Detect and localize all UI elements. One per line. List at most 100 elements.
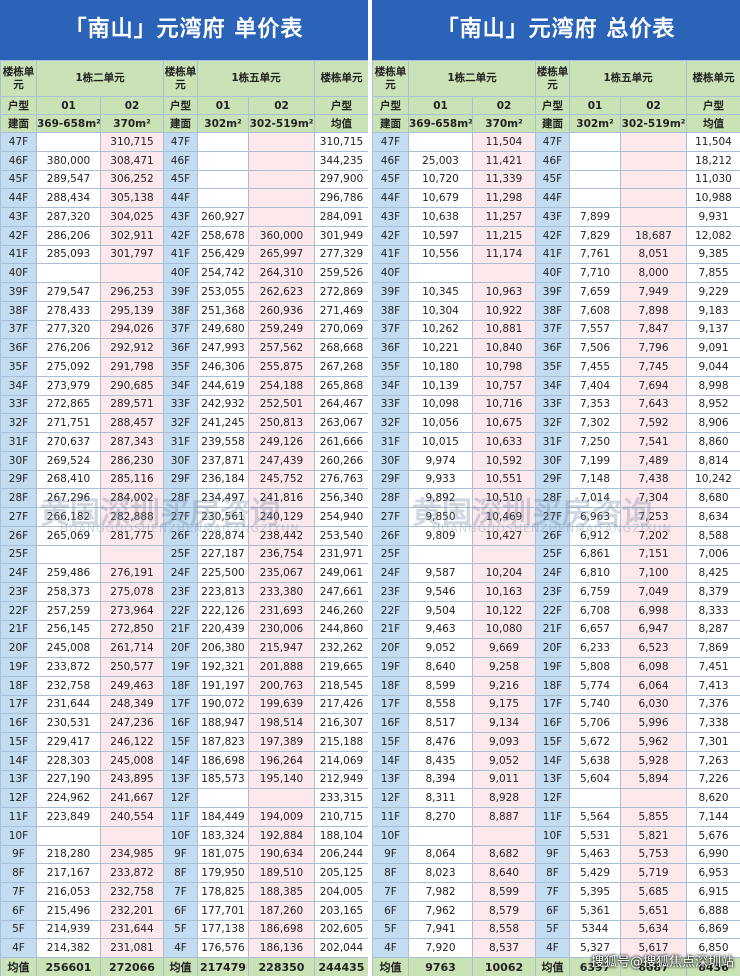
price-cell: 8,537 — [472, 938, 536, 958]
price-cell: 8,640 — [408, 657, 473, 677]
price-cell: 189,510 — [248, 863, 315, 883]
floor-cell: 28F — [535, 488, 570, 508]
mean-cell: 9,229 — [686, 282, 740, 302]
price-cell: 176,576 — [197, 938, 249, 958]
price-cell: 234,497 — [197, 488, 249, 508]
price-cell: 5344 — [569, 919, 621, 940]
mean-cell: 217,426 — [314, 694, 368, 715]
price-cell: 233,380 — [248, 582, 315, 602]
mean-row: 均值 9763 10062 均值 6397 6687 8436 — [372, 957, 740, 976]
mean-cell: 188,104 — [314, 825, 368, 846]
price-cell: 9,892 — [408, 488, 473, 508]
header-cell: 02 — [620, 96, 687, 115]
data-row: 15F 229,417 246,122 15F 187,823 197,389 215,18… — [0, 732, 368, 752]
floor-cell: 44F — [163, 188, 198, 208]
mean-cell: 272,869 — [314, 282, 368, 302]
data-row: 12F 224,962 241,667 12F 233,315 — [0, 788, 368, 808]
floor-cell: 38F — [372, 300, 409, 321]
price-panel: 「南山」元湾府 单价表 楼栋单元 1栋二单元 楼栋单元 1栋五单元 楼栋单元 户型 01 02 户… — [0, 0, 368, 976]
header-cell: 建面 — [0, 114, 37, 133]
floor-cell: 4F — [163, 938, 198, 958]
floor-cell: 31F — [0, 432, 37, 452]
price-cell: 7,489 — [620, 450, 687, 471]
price-cell — [248, 188, 315, 208]
data-row: 41F 285,093 301,797 41F 256,429 265,997 277,32… — [0, 244, 368, 265]
mean-cell: 268,668 — [314, 338, 368, 358]
data-row: 5F 214,939 231,644 5F 177,138 186,698 202,605 — [0, 919, 368, 940]
data-row: 19F 8,640 9,258 19F 5,808 6,098 7,451 — [372, 657, 740, 677]
price-cell: 11,257 — [472, 207, 536, 227]
price-cell: 5,774 — [569, 675, 621, 696]
price-cell: 268,410 — [36, 469, 101, 490]
price-cell: 10,963 — [472, 282, 536, 302]
mean-cell: 7,376 — [686, 694, 740, 715]
floor-cell: 26F — [163, 525, 198, 546]
data-row: 30F 9,974 10,592 30F 7,199 7,489 8,814 — [372, 450, 740, 471]
header-cell: 1栋五单元 — [197, 60, 315, 97]
price-cell: 6,064 — [620, 675, 687, 696]
price-cell: 278,433 — [36, 300, 101, 321]
price-cell: 269,524 — [36, 450, 101, 471]
floor-cell: 39F — [535, 282, 570, 302]
data-row: 15F 8,476 9,093 15F 5,672 5,962 7,301 — [372, 732, 740, 752]
price-cell: 301,797 — [100, 244, 164, 265]
mean-cell: 301,949 — [314, 225, 368, 246]
price-cell: 188,947 — [197, 713, 249, 733]
mean-cell: 204,005 — [314, 882, 368, 902]
header-cell: 302m² — [569, 114, 621, 133]
price-cell — [100, 825, 164, 846]
header-cell: 户型 — [535, 96, 570, 115]
price-cell: 287,320 — [36, 207, 101, 227]
mean-cell: 272066 — [100, 957, 164, 976]
floor-cell: 4F — [372, 938, 409, 958]
mean-cell: 277,329 — [314, 244, 368, 265]
floor-cell: 18F — [0, 675, 37, 696]
price-cell: 10,798 — [472, 357, 536, 377]
mean-cell: 265,868 — [314, 375, 368, 396]
price-cell: 8,023 — [408, 863, 473, 883]
mean-cell: 233,315 — [314, 788, 368, 808]
data-row: 38F 10,304 10,922 38F 7,608 7,898 9,183 — [372, 300, 740, 321]
header-cell: 户型 — [163, 96, 198, 115]
price-cell: 183,324 — [197, 825, 249, 846]
price-cell: 289,571 — [100, 394, 164, 415]
floor-cell: 34F — [0, 375, 37, 396]
price-cell: 7,608 — [569, 300, 621, 321]
price-cell: 5,531 — [569, 825, 621, 846]
price-cell: 195,140 — [248, 769, 315, 790]
header-cell: 370m² — [100, 114, 164, 133]
price-cell: 6,759 — [569, 582, 621, 602]
price-cell: 10,163 — [472, 582, 536, 602]
price-cell: 306,252 — [100, 169, 164, 190]
mean-cell: 247,661 — [314, 582, 368, 602]
header-cell: 户型 — [314, 96, 368, 115]
floor-cell: 36F — [163, 338, 198, 358]
price-cell: 255,875 — [248, 357, 315, 377]
floor-cell: 42F — [163, 225, 198, 246]
floor-cell: 36F — [0, 338, 37, 358]
floor-cell: 5F — [372, 919, 409, 940]
floor-cell: 6F — [535, 900, 570, 921]
price-cell: 259,486 — [36, 563, 101, 583]
floor-cell: 46F — [535, 150, 570, 171]
price-cell: 215,947 — [248, 638, 315, 658]
header-cell: 楼栋单元 — [686, 60, 740, 97]
mean-cell: 215,188 — [314, 732, 368, 752]
price-cell — [408, 132, 473, 152]
floor-cell: 7F — [163, 882, 198, 902]
price-cell: 9,669 — [472, 638, 536, 658]
floor-cell: 5F — [163, 919, 198, 940]
price-cell: 5,996 — [620, 713, 687, 733]
price-cell: 196,264 — [248, 750, 315, 771]
price-cell: 7,745 — [620, 357, 687, 377]
data-row: 35F 275,092 291,798 35F 246,306 255,875 267,26… — [0, 357, 368, 377]
data-row: 9F 8,064 8,682 9F 5,463 5,753 6,990 — [372, 844, 740, 865]
data-row: 21F 256,145 272,850 21F 220,439 230,006 244,86… — [0, 619, 368, 640]
mean-cell: 6,869 — [686, 919, 740, 940]
price-cell: 5,361 — [569, 900, 621, 921]
floor-cell: 35F — [0, 357, 37, 377]
price-cell: 6,233 — [569, 638, 621, 658]
price-cell: 9,933 — [408, 469, 473, 490]
price-cell: 267,296 — [36, 488, 101, 508]
price-cell: 228,303 — [36, 750, 101, 771]
